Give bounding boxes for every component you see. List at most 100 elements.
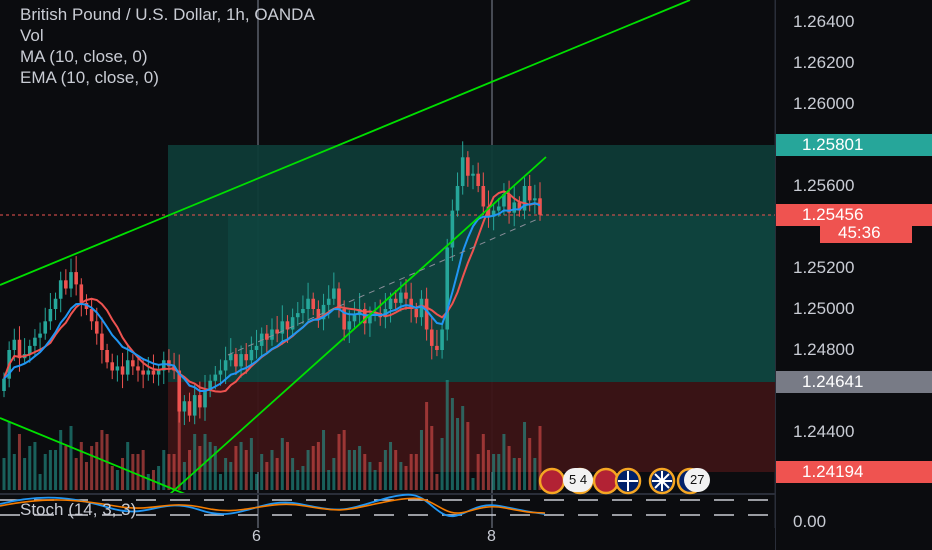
candle-body <box>64 280 68 289</box>
candle-body <box>368 315 372 324</box>
event-count-badge[interactable]: 27 <box>684 468 711 492</box>
candle-body <box>43 321 48 334</box>
volume-bar <box>136 454 140 490</box>
indicator-vol[interactable]: Vol <box>20 26 44 45</box>
volume-bar <box>311 446 315 490</box>
candle-body <box>156 370 161 375</box>
price-tick: 1.26200 <box>793 53 855 72</box>
candle-body <box>131 360 135 367</box>
volume-bar <box>517 458 521 490</box>
stoch-label[interactable]: Stoch (14, 3, 3) <box>20 500 137 519</box>
us-flag-icon[interactable] <box>592 467 620 495</box>
candle-body <box>105 350 109 363</box>
price-tick: 1.25200 <box>793 258 855 277</box>
volume-bar <box>466 422 470 490</box>
volume-bar <box>265 462 269 490</box>
candle-body <box>502 194 506 207</box>
chart-legend: British Pound / U.S. Dollar, 1h, OANDA V… <box>20 4 315 88</box>
volume-bar <box>64 446 68 490</box>
candle-body <box>429 329 434 346</box>
candle-body <box>512 202 517 213</box>
symbol-title[interactable]: British Pound / U.S. Dollar, 1h, OANDA <box>20 5 315 24</box>
candle-body <box>136 366 140 371</box>
candle-body <box>249 350 254 361</box>
channel-lower-line[interactable] <box>169 156 547 495</box>
indicator-ma[interactable]: MA (10, close, 0) <box>20 47 148 66</box>
volume-bar <box>528 438 532 490</box>
volume-bar <box>275 458 279 490</box>
volume-bar <box>419 430 423 490</box>
volume-bar <box>523 422 527 490</box>
volume-bar <box>363 454 367 490</box>
volume-bar <box>167 454 171 490</box>
candle-body <box>347 321 352 330</box>
candle-body <box>522 186 527 211</box>
volume-bar <box>48 450 52 490</box>
volume-bar <box>33 442 37 490</box>
volume-bar <box>435 474 439 490</box>
candle-body <box>275 329 279 334</box>
candle-body <box>74 272 78 285</box>
candle-body <box>17 339 22 359</box>
stop-price-tag: 1.24194 <box>776 461 932 483</box>
candle-body <box>33 337 37 346</box>
price-axis[interactable] <box>775 0 932 550</box>
support-line[interactable] <box>0 417 186 495</box>
volume-bar <box>327 470 331 490</box>
volume-bar <box>17 434 21 490</box>
volume-bar <box>54 450 58 490</box>
us-flag-icon[interactable] <box>538 467 566 495</box>
volume-bar <box>121 458 125 490</box>
volume-bar <box>182 462 186 490</box>
candle-body <box>460 157 465 186</box>
candle-body <box>234 354 238 367</box>
price-tick: 1.26400 <box>793 12 855 31</box>
candle-body <box>265 333 269 340</box>
event-count-badge[interactable]: 5 4 <box>563 468 594 492</box>
volume-bar <box>383 450 387 490</box>
volume-bar <box>162 450 166 490</box>
volume-bar <box>486 450 490 490</box>
candlesticks <box>2 141 542 426</box>
volume-bar <box>239 442 243 490</box>
candle-body <box>306 298 310 309</box>
volume-bar <box>512 458 516 490</box>
indicator-ema[interactable]: EMA (10, close, 0) <box>20 68 159 87</box>
candle-body <box>213 374 218 381</box>
volume-bar <box>306 450 310 490</box>
volume-bar <box>146 474 150 490</box>
volume-bar <box>218 474 222 490</box>
volume-bar <box>126 442 130 490</box>
candle-body <box>440 329 444 350</box>
candle-body <box>507 194 511 213</box>
volume-bar <box>409 454 413 490</box>
stoch-d-line <box>0 497 546 514</box>
volume-bar <box>213 446 217 490</box>
volume-bar <box>322 430 326 490</box>
loss-zone[interactable] <box>168 382 775 472</box>
candle-body <box>311 298 316 309</box>
volume-bar <box>280 438 284 490</box>
candle-body <box>435 345 439 350</box>
candle-body <box>357 309 362 316</box>
volume-bar <box>538 426 542 490</box>
last-price-tag: 1.25456 <box>776 204 932 226</box>
volume-bar <box>492 454 496 490</box>
price-tick: 1.25600 <box>793 176 855 195</box>
volume-bars <box>2 380 542 490</box>
volume-bar <box>316 442 320 490</box>
volume-bar <box>461 406 465 490</box>
volume-bar <box>249 438 253 490</box>
volume-bar <box>260 454 264 490</box>
candle-body <box>146 370 151 375</box>
candle-body <box>167 360 171 367</box>
volume-bar <box>59 430 63 490</box>
entry-price-tag: 1.24641 <box>776 371 932 393</box>
volume-bar <box>507 446 511 490</box>
volume-bar <box>157 466 161 490</box>
candle-body <box>125 360 130 375</box>
candle-body <box>254 345 259 350</box>
volume-bar <box>497 454 501 490</box>
channel-upper-line[interactable] <box>0 0 691 286</box>
